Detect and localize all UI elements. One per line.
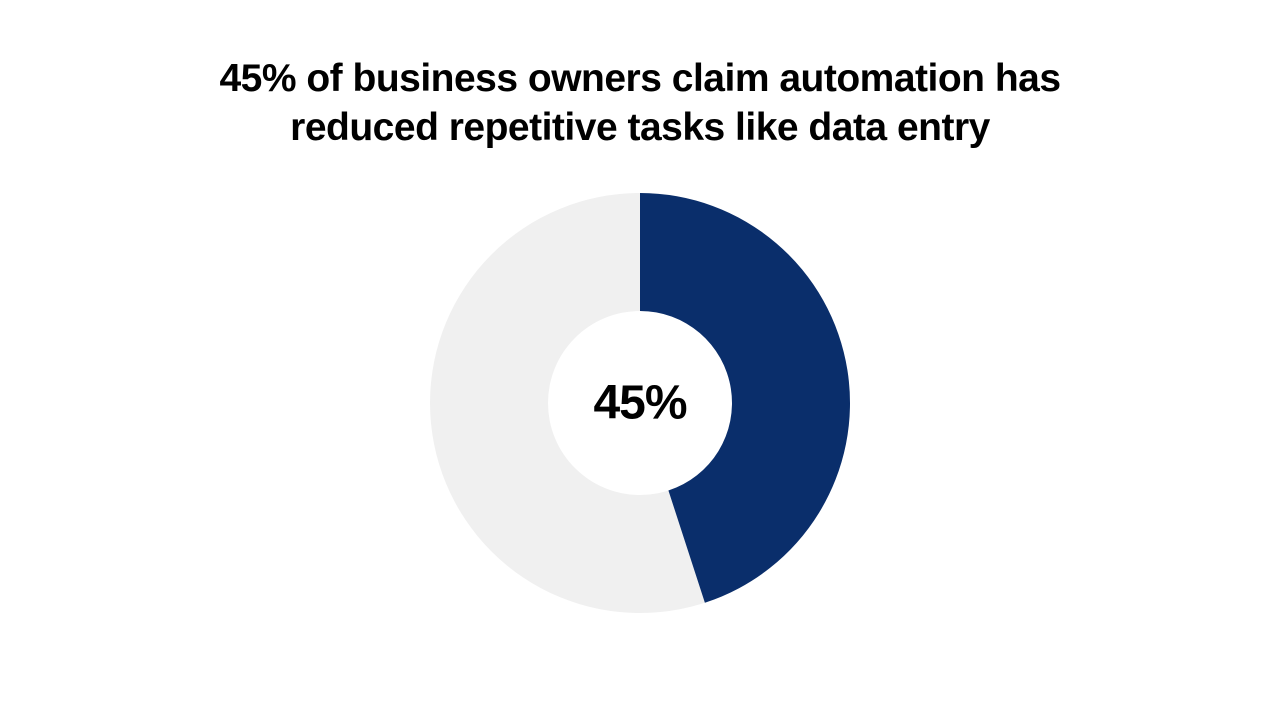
chart-title: 45% of business owners claim automation … xyxy=(160,55,1120,153)
donut-center-label: 45% xyxy=(593,375,686,430)
donut-chart-container: 45% xyxy=(420,183,860,623)
